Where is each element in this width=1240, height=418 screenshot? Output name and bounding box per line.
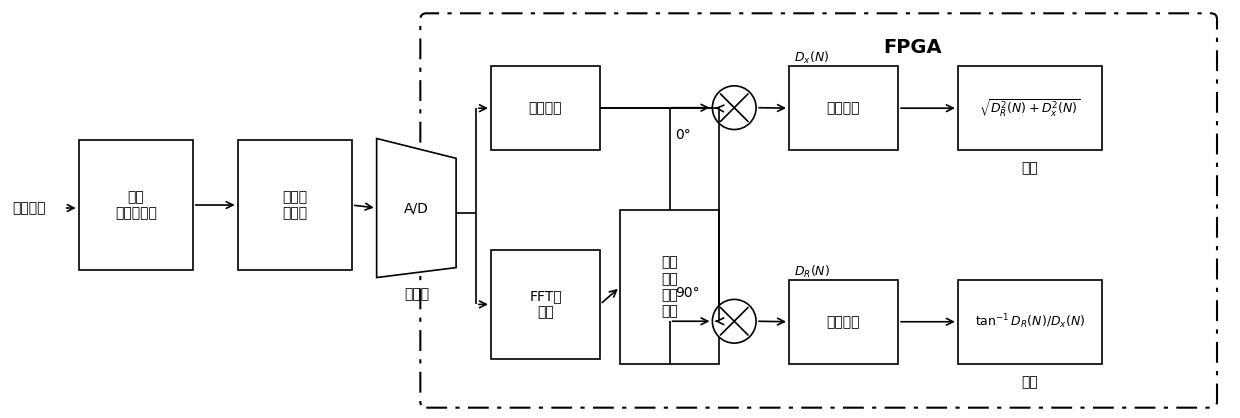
Bar [238,140,352,270]
Text: $\tan^{-1}D_R(N)/D_x(N)$: $\tan^{-1}D_R(N)/D_x(N)$ [975,312,1085,331]
Circle shape [713,86,756,130]
Text: 90°: 90° [675,286,699,301]
Text: A/D: A/D [404,201,429,215]
Bar [957,66,1102,150]
Text: 低通滤波: 低通滤波 [827,101,861,115]
Text: $\sqrt{D_R^2(N)+D_x^2(N)}$: $\sqrt{D_R^2(N)+D_x^2(N)}$ [980,97,1080,119]
Text: 离散信号: 离散信号 [528,101,562,115]
Text: $D_R(N)$: $D_R(N)$ [794,263,830,280]
Text: 抗混叠
滤波器: 抗混叠 滤波器 [283,190,308,220]
Bar [491,66,600,150]
Polygon shape [377,138,456,278]
Text: 相位: 相位 [1022,375,1038,389]
Bar [491,250,600,359]
Bar [789,66,898,150]
Circle shape [713,299,756,343]
Bar [620,210,719,364]
Text: 本地
参考
信号
产生: 本地 参考 信号 产生 [661,256,678,318]
Text: 幅值: 幅值 [1022,161,1038,175]
Text: $D_x(N)$: $D_x(N)$ [794,50,830,66]
Bar [78,140,193,270]
Text: 低通滤波: 低通滤波 [827,315,861,329]
Bar [789,280,898,364]
Text: 信号
预处理电路: 信号 预处理电路 [115,190,156,220]
Text: FPGA: FPGA [884,38,942,56]
Bar [957,280,1102,364]
Text: 0°: 0° [675,128,691,143]
Text: FFT锁
相环: FFT锁 相环 [529,289,562,319]
Text: 过采样: 过采样 [404,288,429,301]
Text: 被测信号: 被测信号 [12,201,46,215]
